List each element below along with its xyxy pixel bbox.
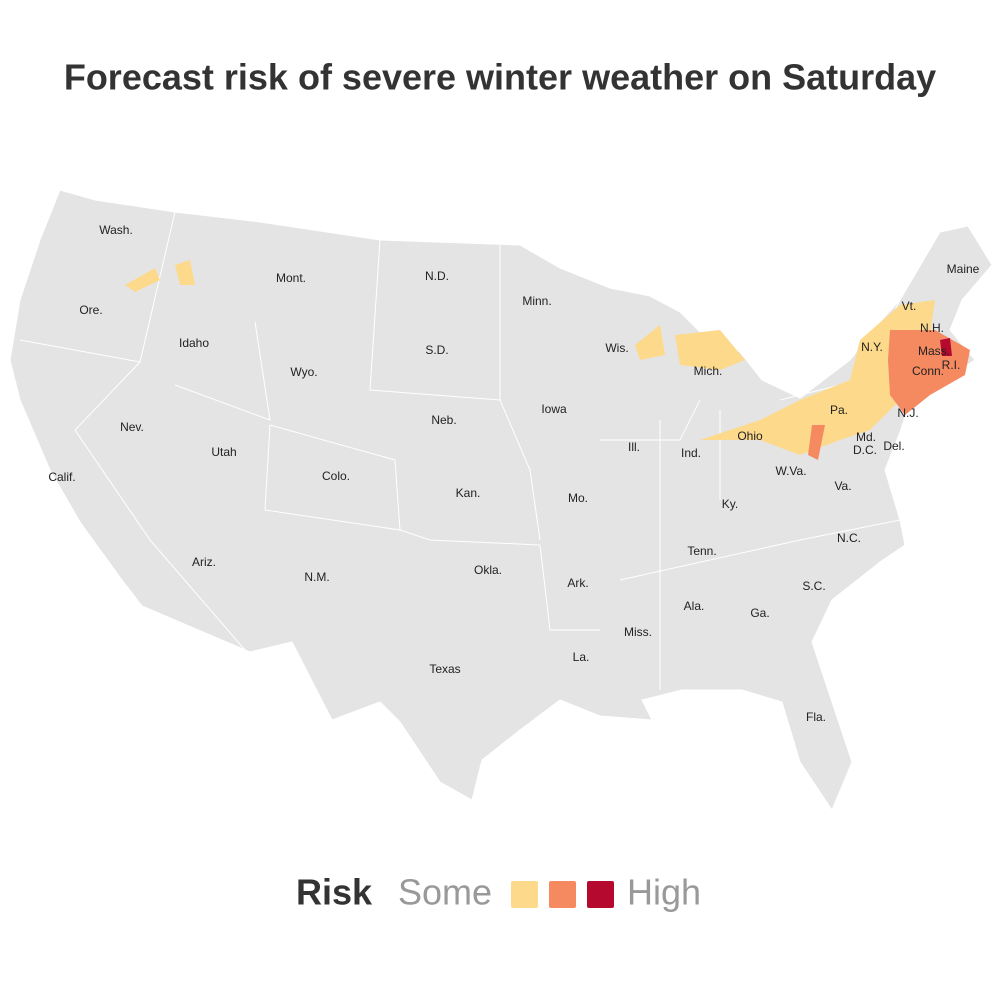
state-label: Okla.: [474, 563, 502, 577]
state-label: N.D.: [425, 269, 449, 283]
state-label: Del.: [883, 439, 904, 453]
state-label: Mass.: [918, 344, 950, 358]
state-border: [399, 529, 541, 546]
state-label: R.I.: [942, 358, 961, 372]
legend-title: Risk: [296, 872, 373, 913]
state-label: Mich.: [694, 364, 723, 378]
state-border: [369, 239, 501, 401]
state-label: Minn.: [522, 294, 551, 308]
state-border: [499, 245, 541, 541]
state-label: Pa.: [830, 403, 848, 417]
state-label: Maine: [947, 262, 980, 276]
state-label: Utah: [211, 445, 236, 459]
state-label: Ill.: [628, 440, 640, 454]
state-border: [600, 399, 701, 441]
state-border: [539, 544, 600, 631]
state-label: Idaho: [179, 336, 209, 350]
state-label: Vt.: [902, 299, 917, 313]
state-label: S.D.: [425, 343, 448, 357]
state-label: Neb.: [431, 413, 456, 427]
risk-area: [675, 330, 745, 370]
state-label: N.C.: [837, 531, 861, 545]
state-label: Ala.: [684, 599, 705, 613]
state-label: Tenn.: [687, 544, 716, 558]
state-label: Kan.: [456, 486, 481, 500]
state-label: Wash.: [99, 223, 133, 237]
state-label: Wyo.: [290, 365, 317, 379]
map: [9, 189, 993, 812]
state-label: Md.: [856, 430, 876, 444]
state-label: N.Y.: [861, 340, 883, 354]
state-label: Ark.: [567, 576, 588, 590]
state-label: La.: [573, 650, 590, 664]
risk-area: [175, 260, 195, 285]
risk-area: [635, 325, 665, 360]
legend-low-label: Some: [398, 872, 492, 913]
state-border: [149, 539, 246, 651]
state-label: Ore.: [79, 303, 102, 317]
state-label: Ky.: [722, 497, 738, 511]
state-label: S.C.: [802, 579, 825, 593]
state-label: Ohio: [737, 429, 763, 443]
state-border: [174, 321, 271, 421]
state-label: Ind.: [681, 446, 701, 460]
state-label: N.H.: [920, 321, 944, 335]
state-labels: Wash. Ore. Calif. Idaho Nev. Mont. Wyo. Utah Ari…: [48, 223, 979, 724]
state-label: Calif.: [48, 470, 75, 484]
state-label: Colo.: [322, 469, 350, 483]
state-border: [619, 519, 901, 581]
state-label: Miss.: [624, 625, 652, 639]
legend-swatch: [587, 881, 614, 908]
state-label: Ariz.: [192, 555, 216, 569]
state-label: Texas: [429, 662, 460, 676]
legend-high-label: High: [627, 872, 701, 913]
title: Forecast risk of severe winter weather o…: [64, 57, 936, 98]
legend: Risk Some High: [296, 872, 701, 913]
state-label: Wis.: [605, 341, 628, 355]
state-label: W.Va.: [775, 464, 806, 478]
state-label: D.C.: [853, 443, 877, 457]
risk-area: [660, 300, 935, 455]
risk-area: [808, 425, 825, 460]
state-border: [74, 361, 151, 541]
risk-area: [940, 338, 952, 356]
state-label: Nev.: [120, 420, 144, 434]
risk-area: [125, 268, 160, 292]
state-label: Iowa: [541, 402, 567, 416]
state-label: N.M.: [304, 570, 329, 584]
state-label: Mont.: [276, 271, 306, 285]
legend-swatch: [511, 881, 538, 908]
state-label: Va.: [834, 479, 851, 493]
state-label: Conn.: [912, 364, 944, 378]
state-label: Fla.: [806, 710, 826, 724]
legend-swatch: [549, 881, 576, 908]
us-land: [9, 189, 993, 812]
state-label: Mo.: [568, 491, 588, 505]
state-label: N.J.: [897, 406, 918, 420]
state-label: Ga.: [750, 606, 769, 620]
